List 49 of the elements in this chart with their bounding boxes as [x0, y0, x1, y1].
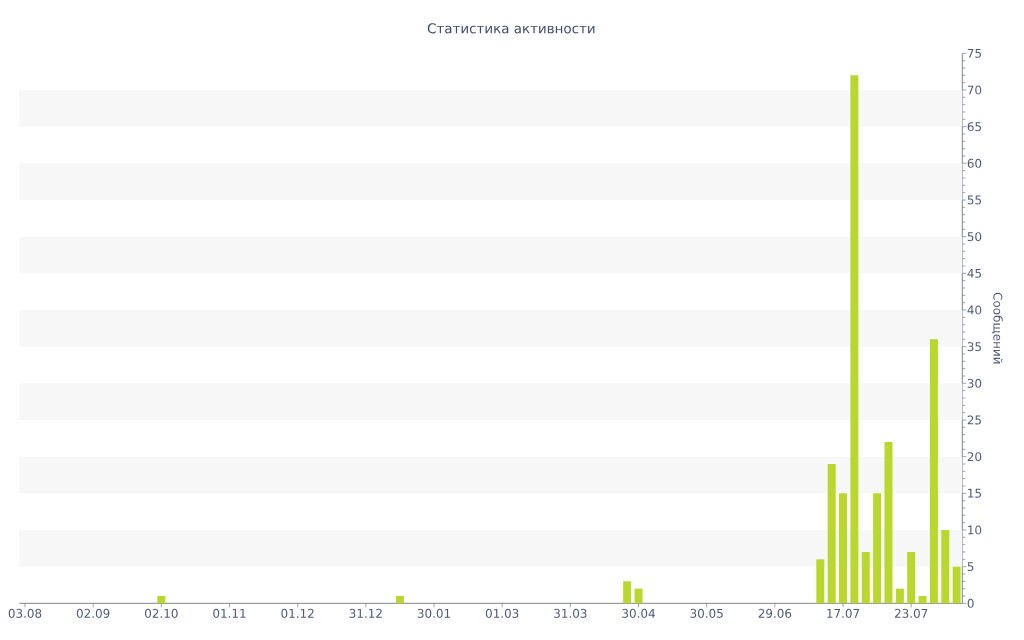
y-tick-label: 45	[967, 268, 982, 278]
bar	[918, 595, 927, 604]
y-tick-label: 35	[967, 342, 982, 352]
bar	[884, 441, 893, 604]
y-tick-label: 65	[967, 122, 982, 132]
y-tick-label: 55	[967, 195, 982, 205]
y-tick-label: 25	[967, 415, 982, 425]
bar	[952, 566, 961, 604]
bar	[861, 551, 870, 604]
bar	[827, 463, 836, 604]
y-tick-label: 20	[967, 452, 982, 462]
y-tick-label: 70	[967, 85, 982, 95]
x-tick-label: 17.07	[827, 608, 860, 618]
x-tick-label: 01.12	[281, 608, 314, 618]
x-tick-label: 03.08	[8, 608, 42, 618]
chart-title: Статистика активности	[427, 23, 595, 34]
x-tick-label: 30.01	[417, 608, 451, 618]
y-tick-label: 10	[968, 525, 982, 535]
y-tick-label: 50	[967, 232, 982, 242]
y-tick-label: 15	[968, 488, 982, 498]
y-tick-label: 60	[967, 158, 982, 168]
bar	[895, 588, 904, 604]
x-tick-label: 30.04	[622, 608, 655, 618]
bar	[839, 493, 848, 604]
x-tick-label: 31.12	[349, 608, 382, 618]
x-tick-label: 02.10	[145, 608, 178, 618]
bar	[634, 588, 643, 604]
x-tick-label: 29.06	[758, 608, 792, 618]
x-tick-label: 01.11	[213, 608, 246, 618]
y-tick-label: 5	[967, 562, 974, 572]
x-tick-label: 31.03	[554, 608, 587, 618]
bar	[941, 529, 950, 604]
x-tick-label: 30.05	[690, 608, 723, 618]
bar	[907, 551, 916, 604]
y-tick-label: 40	[967, 305, 982, 315]
bar	[873, 493, 882, 604]
bar	[623, 581, 632, 604]
bar	[395, 595, 404, 604]
bar	[929, 339, 938, 604]
x-tick-label: 01.03	[485, 608, 519, 618]
y-tick-label: 30	[967, 378, 982, 388]
y-axis-title: Сообщений	[991, 292, 1003, 364]
bar	[850, 75, 859, 604]
x-tick-label: 02.09	[76, 608, 110, 618]
bar	[816, 559, 825, 604]
y-tick-label: 0	[967, 598, 974, 608]
x-tick-label: 23.07	[894, 608, 928, 618]
y-tick-label: 75	[967, 48, 982, 58]
bar	[157, 595, 166, 604]
